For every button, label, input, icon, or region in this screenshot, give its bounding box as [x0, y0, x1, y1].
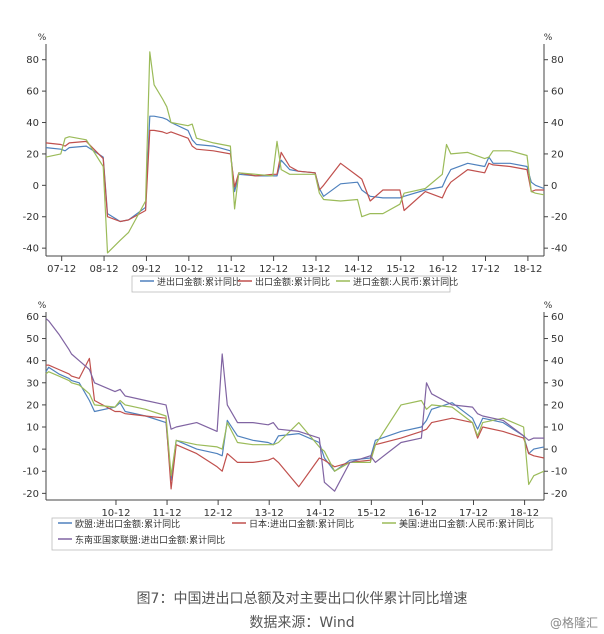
watermark: @格隆汇 — [549, 616, 598, 630]
legend-label-1: 进出口金额:累计同比 — [157, 276, 241, 288]
unit-label-left: % — [38, 33, 47, 43]
y-tick-label-right: 40 — [551, 118, 564, 129]
legend-label-1: 欧盟:进出口金额:累计同比 — [75, 518, 180, 530]
x-tick-label: 11-12 — [217, 264, 246, 275]
y-tick-label-right: 20 — [551, 400, 564, 411]
x-tick-label: 13-12 — [255, 508, 284, 519]
series-line-2 — [46, 357, 545, 490]
series-line-1 — [45, 366, 545, 481]
y-tick-label-right: 20 — [551, 149, 564, 160]
figure-caption: 图7：中国进出口总额及对主要出口伙伴累计同比增速 — [136, 591, 468, 607]
y-tick-label-right: 0 — [551, 445, 557, 456]
x-tick-label: 18-12 — [513, 264, 542, 275]
y-tick-label-left: 0 — [33, 445, 39, 456]
x-tick-label: 12-12 — [204, 508, 233, 519]
legend-label-2: 出口金额:累计同比 — [255, 276, 330, 288]
legend-label-4: 东南亚国家联盟:进出口金额:累计同比 — [75, 534, 225, 546]
data-source: 数据来源：Wind — [249, 615, 355, 631]
x-tick-label: 09-12 — [132, 264, 161, 275]
y-tick-label-right: 40 — [551, 356, 564, 367]
unit-label-right: % — [544, 301, 553, 311]
x-tick-label: 11-12 — [153, 508, 182, 519]
x-tick-label: 17-12 — [459, 508, 488, 519]
y-tick-label-right: -10 — [551, 467, 567, 478]
y-tick-label-left: 30 — [26, 378, 39, 389]
x-tick-label: 08-12 — [90, 264, 119, 275]
x-tick-label: 07-12 — [47, 264, 76, 275]
unit-label-right: % — [544, 33, 553, 43]
x-tick-label: 12-12 — [259, 264, 288, 275]
legend-box — [131, 275, 451, 293]
y-tick-label-left: 60 — [26, 87, 39, 98]
series-line-2 — [45, 129, 544, 223]
legend-label-3: 美国:进出口金额:人民币:累计同比 — [399, 518, 534, 530]
x-tick-label: 14-12 — [344, 264, 373, 275]
y-tick-label-right: 50 — [551, 334, 564, 345]
legend-label-3: 进口金额:人民币:累计同比 — [353, 276, 458, 288]
unit-label-left: % — [38, 301, 47, 311]
x-tick-label: 16-12 — [429, 264, 458, 275]
x-tick-label: 15-12 — [386, 264, 415, 275]
y-tick-label-left: 20 — [26, 400, 39, 411]
series-line-3 — [45, 371, 545, 486]
legend-box — [51, 517, 553, 551]
y-tick-label-left: 80 — [26, 55, 39, 66]
y-tick-label-right: -40 — [551, 244, 567, 255]
chart-top: % % -40 -40 -20 -20 0 0 20 20 40 40 60 60 80 80 07-12 08-… — [23, 33, 567, 293]
y-tick-label-right: 60 — [551, 87, 564, 98]
y-tick-label-left: -10 — [23, 467, 39, 478]
x-tick-label: 13-12 — [301, 264, 330, 275]
series-line-4 — [45, 318, 544, 492]
y-tick-label-left: -40 — [23, 244, 39, 255]
y-tick-label-left: 10 — [26, 423, 39, 434]
y-tick-label-right: 80 — [551, 55, 564, 66]
series-line-1 — [45, 115, 545, 223]
series-line-3 — [45, 51, 545, 254]
chart-bottom: % % -20 -20 -10 -10 0 0 10 10 20 20 30 30 40 40 50 50 60 60… — [23, 301, 567, 551]
y-tick-label-left: -20 — [23, 212, 39, 223]
y-tick-label-right: -20 — [551, 212, 567, 223]
y-tick-label-left: 40 — [26, 356, 39, 367]
x-tick-label: 14-12 — [306, 508, 335, 519]
x-tick-label: 16-12 — [408, 508, 437, 519]
y-tick-label-right: 0 — [551, 181, 557, 192]
y-tick-label-right: -20 — [551, 489, 567, 500]
y-tick-label-left: 40 — [26, 118, 39, 129]
x-tick-label: 17-12 — [471, 264, 500, 275]
x-tick-label: 15-12 — [357, 508, 386, 519]
x-tick-label: 18-12 — [510, 508, 539, 519]
legend-label-2: 日本:进出口金额:累计同比 — [249, 518, 354, 530]
y-tick-label-left: 60 — [26, 312, 39, 323]
y-tick-label-right: 10 — [551, 423, 564, 434]
x-tick-label: 10-12 — [101, 508, 130, 519]
y-tick-label-left: 0 — [33, 181, 39, 192]
y-tick-label-left: 20 — [26, 149, 39, 160]
y-tick-label-left: 50 — [26, 334, 39, 345]
y-tick-label-left: -20 — [23, 489, 39, 500]
y-tick-label-right: 30 — [551, 378, 564, 389]
x-tick-label: 10-12 — [174, 264, 203, 275]
y-tick-label-right: 60 — [551, 312, 564, 323]
